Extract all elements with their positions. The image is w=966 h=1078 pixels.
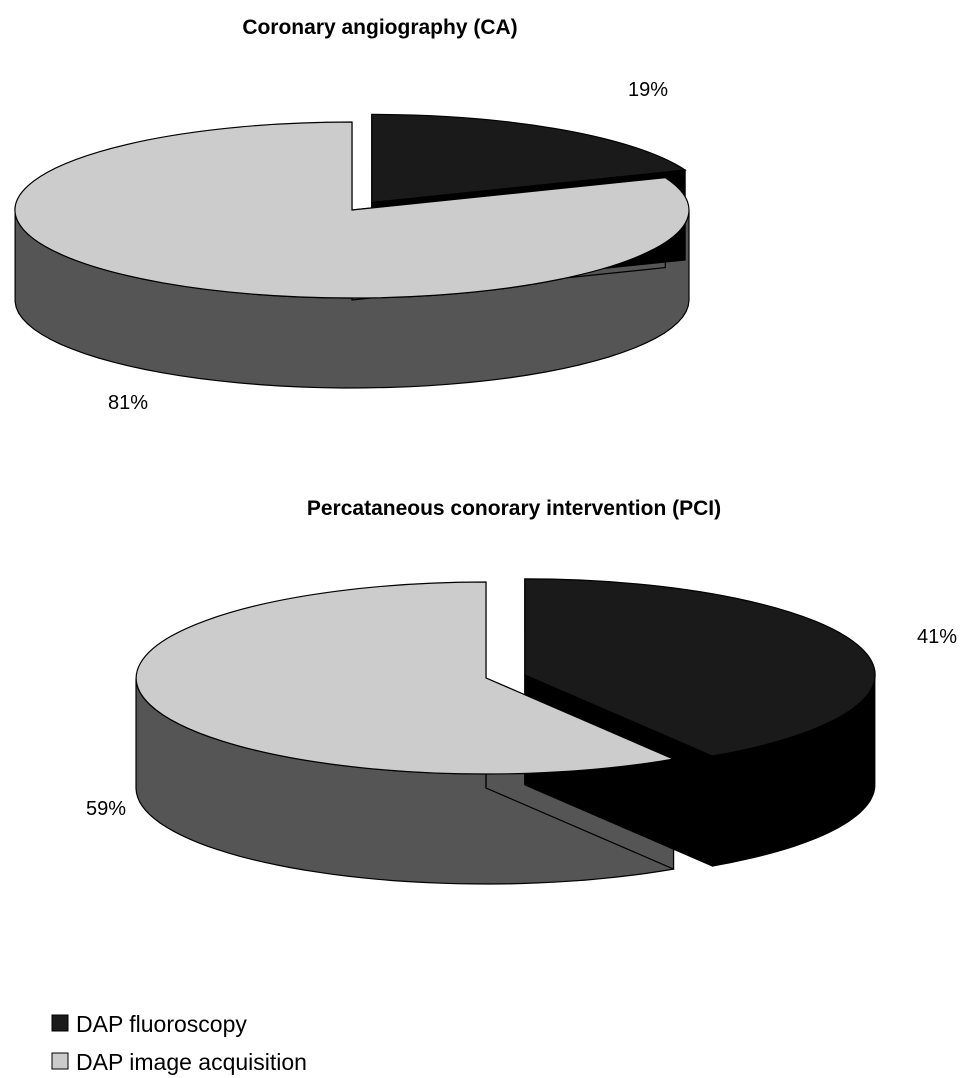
chart-ca-pie <box>14 113 690 389</box>
chart-ca-slice-fluoroscopy <box>371 113 687 204</box>
legend-label-fluoroscopy: DAP fluoroscopy <box>76 1011 247 1037</box>
chart-ca-title: Coronary angiography (CA) <box>242 16 517 39</box>
legend: DAP fluoroscopy DAP image acquisition <box>51 1011 307 1075</box>
legend-swatch-fluoroscopy <box>51 1014 69 1032</box>
chart-ca-slice-acquisition <box>14 121 690 299</box>
legend-swatch-acquisition <box>51 1052 69 1070</box>
legend-label-acquisition: DAP image acquisition <box>76 1049 307 1075</box>
chart-ca: Coronary angiography (CA) 19% 81% <box>14 16 690 414</box>
chart-pci: Percataneous conorary intervention (PCI)… <box>86 497 957 885</box>
chart-ca-slice-label-acquisition: 81% <box>108 392 148 414</box>
chart-pci-slice-label-fluoroscopy: 41% <box>917 626 957 648</box>
chart-pci-title: Percataneous conorary intervention (PCI) <box>307 497 721 520</box>
chart-pci-slice-label-acquisition: 59% <box>86 798 126 820</box>
chart-pci-pie <box>135 578 876 885</box>
chart-pci-slice-fluoroscopy <box>524 578 876 757</box>
chart-ca-slice-label-fluoroscopy: 19% <box>628 79 668 101</box>
chart-pci-slice-acquisition <box>135 581 676 775</box>
